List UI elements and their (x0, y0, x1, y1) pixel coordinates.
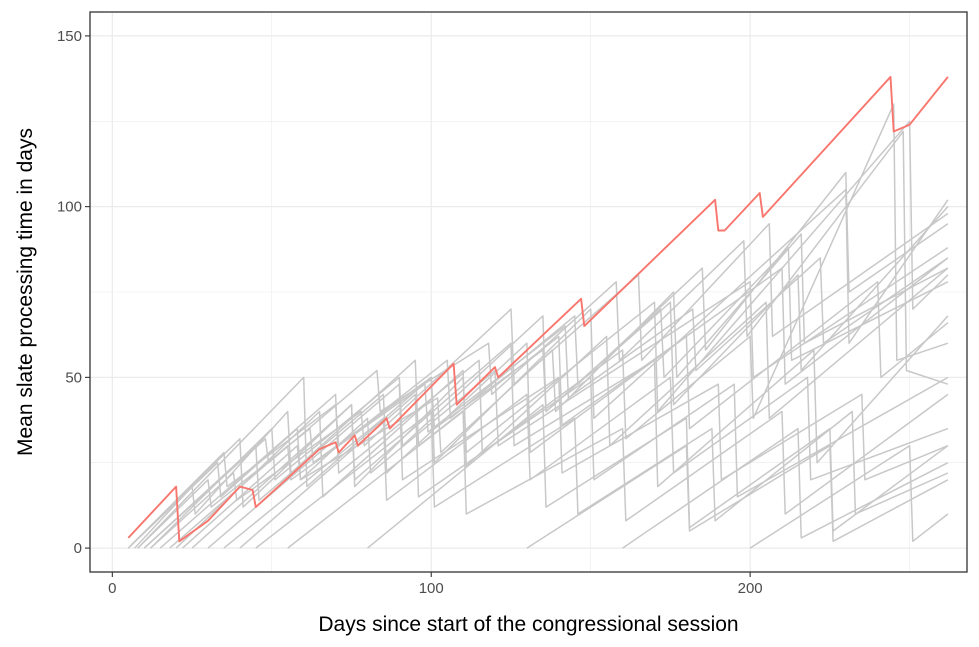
series-line-14 (526, 444, 949, 549)
series-line-2 (134, 257, 949, 549)
panel-border (89, 11, 968, 573)
series-line-23 (223, 376, 949, 549)
y-tick-label: 150 (57, 28, 82, 45)
y-tick-label: 50 (65, 369, 82, 386)
y-tick-label: 100 (57, 199, 82, 216)
series-line-16 (749, 444, 949, 549)
series-layer (127, 75, 949, 549)
series-line-1 (127, 246, 949, 549)
x-tick-label: 100 (419, 580, 444, 597)
series-line-6 (150, 206, 949, 549)
series-line-22 (150, 212, 949, 549)
series-line-24 (255, 410, 949, 549)
x-tick-label: 0 (108, 580, 116, 597)
series-line-12 (287, 393, 949, 549)
series-line-18 (137, 246, 949, 549)
axes: 0 100 200 0 50 100 150 (57, 28, 763, 597)
series-line-highlight (127, 75, 949, 543)
series-line-8 (175, 267, 949, 549)
x-tick-label: 200 (738, 580, 763, 597)
series-line-10 (207, 376, 949, 549)
x-axis-title: Days since start of the congressional se… (318, 613, 738, 636)
series-line-21 (182, 233, 949, 549)
series-line-20 (169, 257, 949, 549)
series-line-15 (622, 427, 949, 549)
series-line-7 (159, 103, 949, 549)
y-axis-title: Mean slate processing time in days (14, 128, 37, 456)
y-tick-label: 0 (74, 540, 82, 557)
